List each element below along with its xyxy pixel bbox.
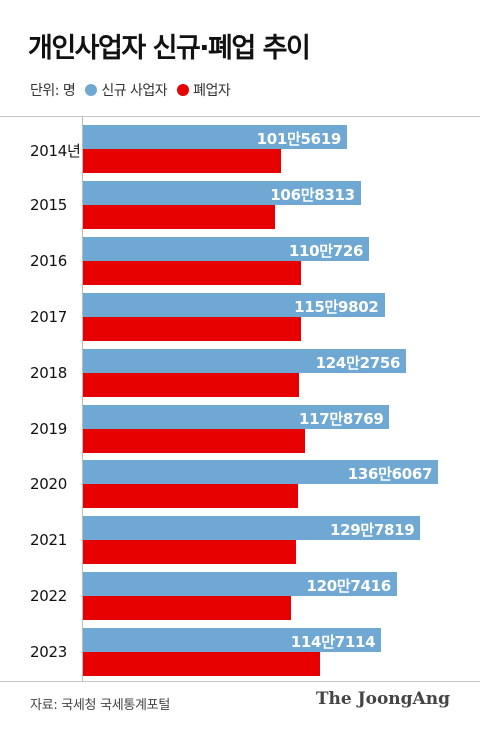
bar-new-business bbox=[83, 460, 439, 485]
data-label-closed: 82만7832 bbox=[217, 489, 293, 508]
chart-top-rule bbox=[0, 116, 480, 117]
source-note: 자료: 국세청 국세통계포털 bbox=[30, 698, 171, 713]
bar-closed-business bbox=[83, 540, 296, 565]
data-label-closed: 83만7714 bbox=[220, 321, 295, 340]
data-label-closed: 83만9602 bbox=[220, 265, 296, 284]
data-label-closed: 76만1328 bbox=[200, 154, 276, 172]
bar-new-business bbox=[83, 516, 421, 541]
category-label: 2018 bbox=[30, 363, 67, 382]
legend-closed-swatch bbox=[177, 84, 190, 96]
data-label-closed: 85만2572 bbox=[224, 433, 299, 452]
bar-closed-business bbox=[83, 260, 302, 285]
bar-closed-business bbox=[83, 316, 301, 341]
chart-title: 개인사업자 신규·폐업 추이 bbox=[28, 33, 311, 64]
category-label: 2019 bbox=[30, 419, 67, 438]
data-label-closed: 73만9420 bbox=[194, 209, 270, 228]
data-label-new: 129만7819 bbox=[329, 521, 415, 540]
bar-new-business bbox=[83, 628, 382, 653]
data-label-closed: 79만9636 bbox=[210, 601, 286, 620]
data-label-new: 136만6067 bbox=[347, 465, 433, 484]
data-label-closed: 91만819 bbox=[249, 657, 314, 676]
category-label: 2015 bbox=[30, 195, 67, 214]
bar-closed-business bbox=[83, 149, 281, 173]
bar-closed-business bbox=[83, 652, 320, 677]
legend-unit: 단위: 명 bbox=[30, 83, 76, 99]
chart-bottom-rule bbox=[0, 681, 480, 682]
legend-new-swatch bbox=[85, 84, 98, 96]
legend-new-label: 신규 사업자 bbox=[101, 83, 168, 99]
bar-new-business bbox=[83, 292, 385, 317]
category-label: 2023 bbox=[30, 643, 67, 662]
bar-closed-business bbox=[83, 428, 305, 453]
chart-baseline bbox=[82, 116, 83, 681]
data-label-new: 124만2756 bbox=[315, 353, 401, 372]
bar-new-business bbox=[83, 404, 390, 429]
data-label-new: 110만726 bbox=[288, 241, 364, 260]
data-label-new: 115만9802 bbox=[294, 297, 379, 316]
bar-closed-business bbox=[83, 596, 291, 621]
category-label: 2014년 bbox=[30, 142, 81, 160]
bar-new-business bbox=[83, 125, 348, 149]
data-label-closed: 81만9190 bbox=[215, 545, 291, 564]
category-label: 2022 bbox=[30, 587, 67, 606]
category-label: 2017 bbox=[30, 307, 67, 326]
bar-new-business bbox=[83, 180, 361, 205]
data-label-closed: 83만884 bbox=[228, 377, 294, 396]
data-label-new: 120만7416 bbox=[306, 577, 391, 596]
bar-new-business bbox=[83, 348, 407, 373]
brand-logo: The JoongAng bbox=[315, 689, 450, 709]
data-label-new: 106만8313 bbox=[270, 185, 355, 204]
category-label: 2020 bbox=[30, 475, 67, 494]
bar-closed-business bbox=[83, 484, 299, 509]
category-label: 2016 bbox=[30, 251, 67, 270]
bar-new-business bbox=[83, 236, 370, 261]
data-label-new: 117만8769 bbox=[299, 409, 384, 428]
bar-new-business bbox=[83, 572, 397, 597]
data-label-new: 114만7114 bbox=[290, 633, 376, 652]
bar-closed-business bbox=[83, 204, 276, 229]
legend-closed-label: 폐업자 bbox=[193, 83, 231, 99]
bar-closed-business bbox=[83, 372, 300, 397]
category-label: 2021 bbox=[30, 531, 67, 550]
data-label-new: 101만5619 bbox=[256, 130, 342, 148]
legend: 단위: 명 신규 사업자 폐업자 bbox=[30, 80, 231, 100]
